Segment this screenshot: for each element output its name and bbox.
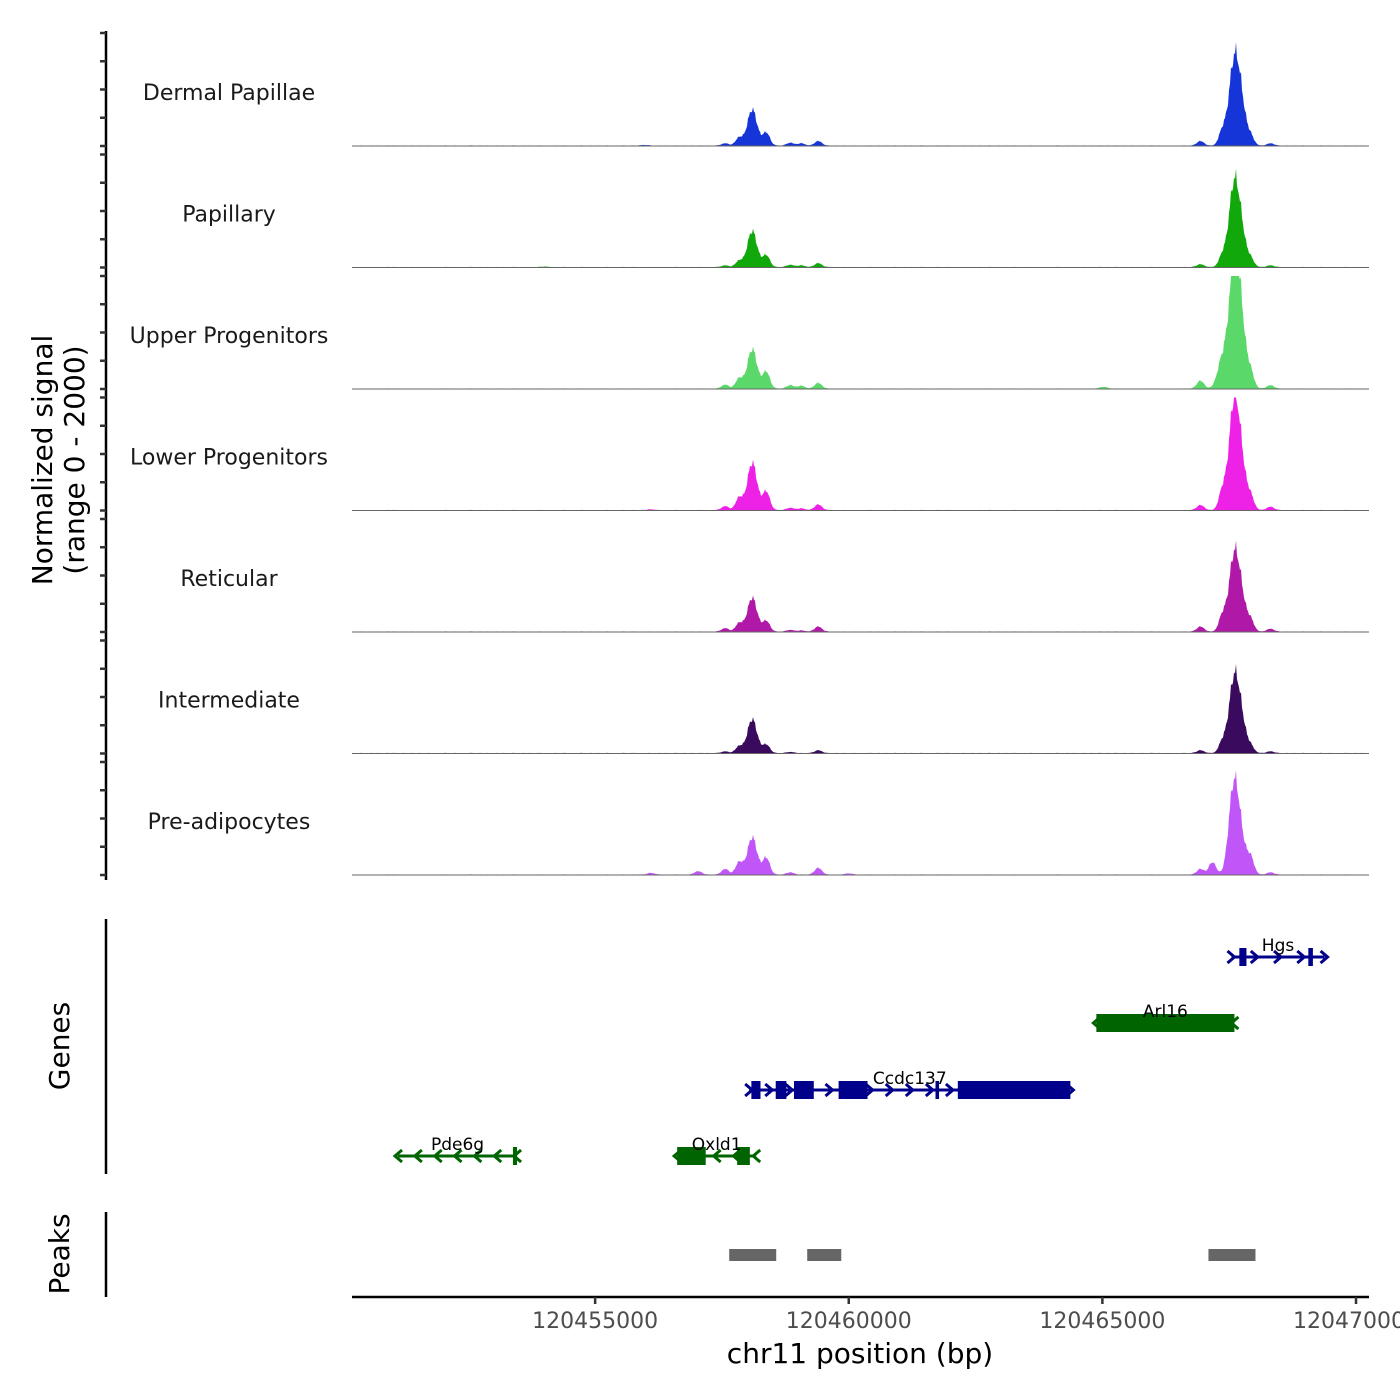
track-label: Pre-adipocytes: [148, 810, 311, 835]
peak-region: [1208, 1249, 1256, 1261]
strand-arrow-icon: [472, 1148, 483, 1164]
peak-region: [729, 1249, 777, 1261]
gene-exon: [512, 1147, 518, 1165]
strand-arrow-icon: [750, 1148, 762, 1164]
gene-exon: [737, 1147, 750, 1165]
gene-exon: [677, 1147, 706, 1165]
coverage-track: [352, 397, 1369, 511]
peak-region: [807, 1249, 842, 1261]
y-axis-title-line1: Normalized signal: [26, 335, 59, 586]
track-label: Dermal Papillae: [143, 81, 315, 106]
coverage-area: [352, 663, 1369, 754]
strand-arrow-icon: [924, 1082, 936, 1098]
strand-arrow-icon: [824, 1082, 835, 1098]
coverage-track: [352, 769, 1369, 876]
strand-arrow-icon: [1296, 949, 1307, 965]
gene-oxld1: Oxld1: [671, 1135, 762, 1165]
coverage-area: [352, 540, 1369, 632]
coverage-area: [352, 397, 1369, 511]
strand-arrow-icon: [1273, 949, 1284, 965]
strand-arrow-icon: [452, 1148, 463, 1164]
strand-arrow-icon: [711, 1148, 722, 1164]
y-axis-title-line2: (range 0 - 2000): [58, 345, 91, 574]
track-label: Reticular: [180, 567, 278, 592]
track-label: Lower Progenitors: [130, 446, 328, 471]
gene-exon: [838, 1081, 868, 1099]
track-label: Intermediate: [158, 689, 300, 714]
x-tick-label: 120460000: [786, 1309, 912, 1334]
coverage-track: [352, 663, 1369, 754]
strand-arrow-icon: [1226, 949, 1237, 965]
coverage-y-ticks: [100, 31, 106, 877]
strand-arrow-icon: [1249, 949, 1261, 965]
strand-arrow-icon: [392, 1148, 403, 1164]
genes-track-title: Genes: [43, 1002, 76, 1090]
coverage-area: [352, 168, 1369, 268]
coverage-tracks: [352, 42, 1369, 876]
coverage-area: [352, 769, 1369, 875]
gene-exon: [957, 1081, 1071, 1099]
strand-arrow-icon: [864, 1082, 875, 1098]
x-tick-label: 120465000: [1039, 1309, 1165, 1334]
gene-ccdc137: Ccdc137: [744, 1069, 1076, 1099]
track-label: Upper Progenitors: [130, 324, 329, 349]
gene-label: Ccdc137: [873, 1069, 947, 1089]
genes-track: Hgs Arl16 Ccdc137 Oxld1 Pde6g: [392, 936, 1330, 1165]
coverage-track: [352, 168, 1369, 268]
strand-arrow-icon: [412, 1148, 423, 1164]
strand-arrow-icon: [432, 1148, 443, 1164]
gene-exon: [1096, 1014, 1235, 1032]
strand-arrow-icon: [491, 1148, 503, 1164]
gene-label: Oxld1: [692, 1135, 742, 1155]
strand-arrow-icon: [744, 1082, 755, 1098]
peaks-track-title: Peaks: [43, 1213, 76, 1294]
gene-label: Pde6g: [431, 1135, 484, 1155]
track-label: Papillary: [182, 203, 276, 228]
strand-arrow-icon: [764, 1082, 775, 1098]
coverage-area: [352, 276, 1369, 389]
x-tick-label: 120470000: [1293, 1309, 1400, 1334]
x-axis-title: chr11 position (bp): [727, 1337, 993, 1370]
x-tick-label: 120455000: [532, 1309, 658, 1334]
gene-exon: [775, 1081, 787, 1099]
coverage-track-labels: Dermal Papillae Papillary Upper Progenitor…: [130, 81, 329, 835]
gene-exon: [793, 1081, 814, 1099]
gene-exon: [1308, 948, 1313, 966]
gene-exon: [1239, 948, 1247, 966]
coverage-area: [352, 42, 1369, 146]
coverage-y-axis-title: Normalized signal (range 0 - 2000): [26, 335, 91, 586]
x-axis-ticks: 120455000 120460000 120465000 120470000: [532, 1297, 1400, 1334]
gene-arl16: Arl16: [1091, 1002, 1240, 1032]
gene-label: Arl16: [1143, 1002, 1188, 1022]
peaks-track: [729, 1249, 1256, 1261]
strand-arrow-icon: [904, 1082, 916, 1098]
strand-arrow-icon: [1319, 949, 1330, 965]
gene-exon: [935, 1081, 940, 1099]
strand-arrow-icon: [784, 1082, 795, 1098]
coverage-track: [352, 42, 1369, 147]
gene-exon: [751, 1081, 761, 1099]
gene-pde6g: Pde6g: [392, 1135, 523, 1165]
coverage-track: [352, 540, 1369, 633]
gene-label: Hgs: [1262, 936, 1295, 956]
strand-arrow-icon: [944, 1082, 956, 1098]
gene-hgs: Hgs: [1226, 936, 1330, 966]
strand-arrow-icon: [884, 1082, 896, 1098]
coverage-track: [352, 276, 1369, 390]
